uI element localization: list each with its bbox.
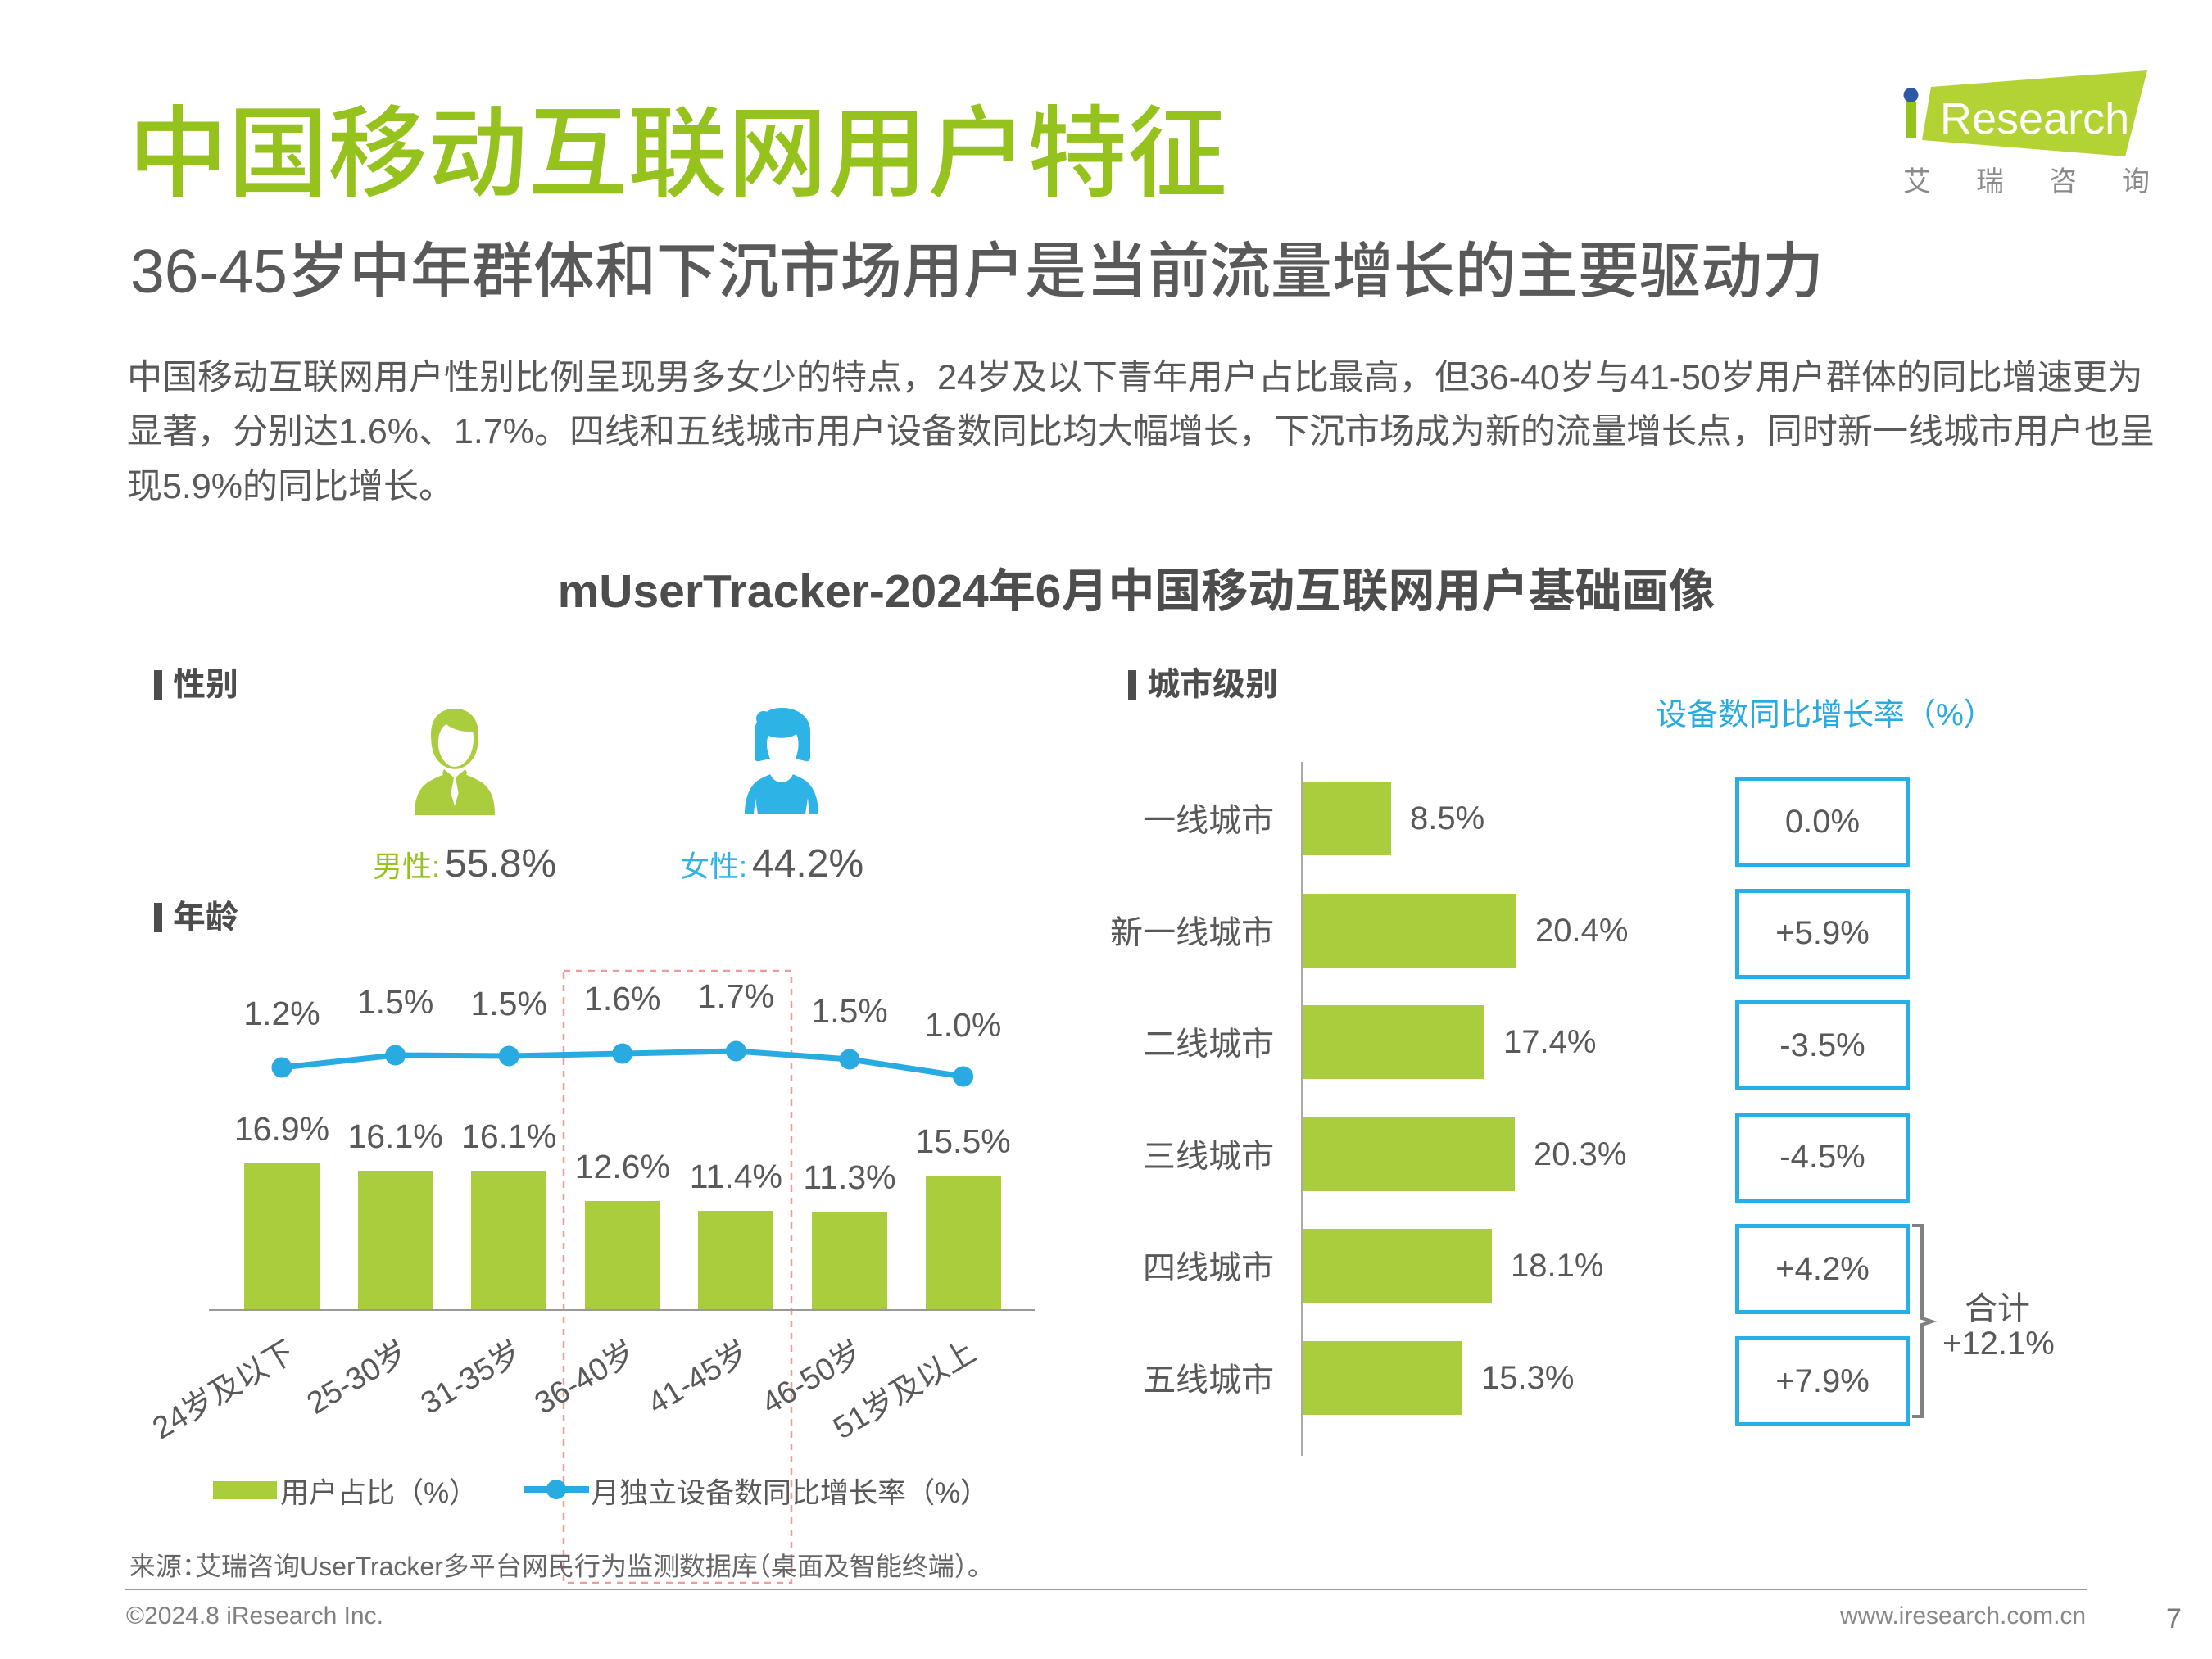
svg-text:艾瑞咨询: 艾瑞咨询	[1903, 166, 2179, 197]
svg-text:Research: Research	[1940, 94, 2129, 143]
